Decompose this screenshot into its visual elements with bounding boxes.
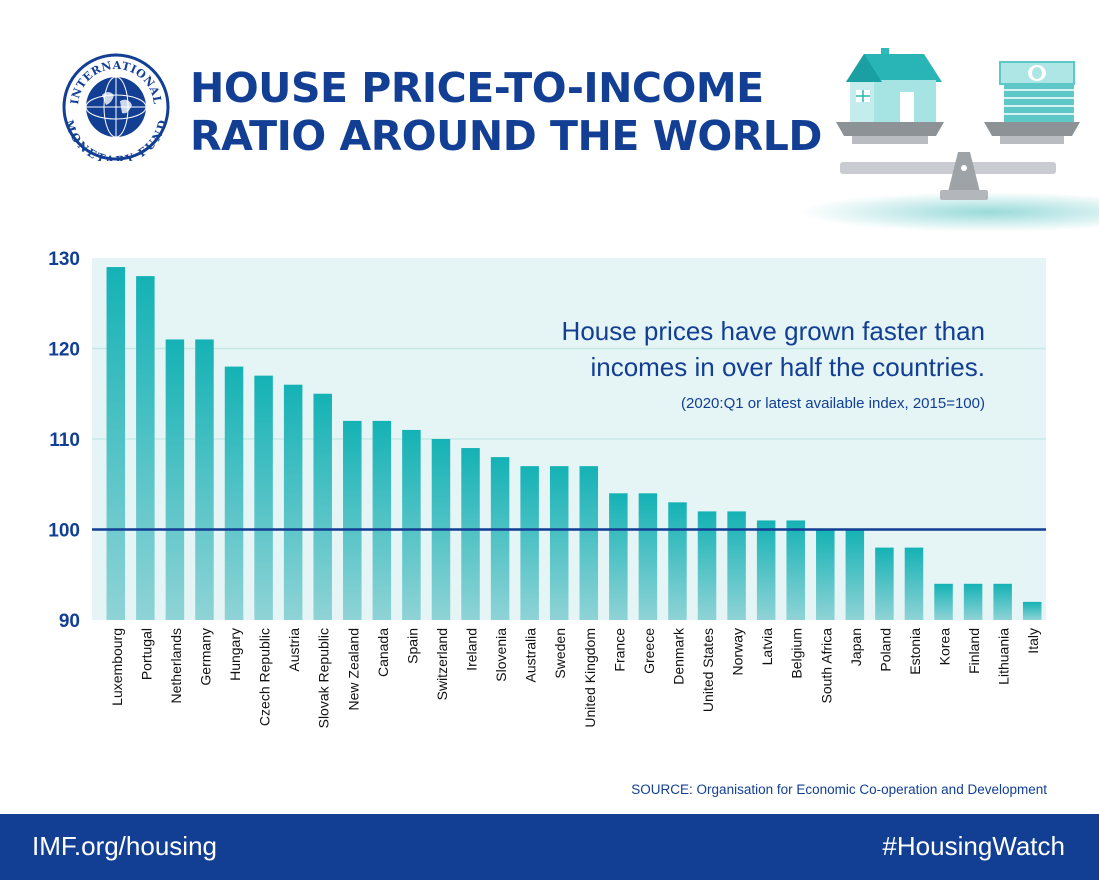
floor-glow: [780, 192, 1099, 232]
house-icon: [846, 48, 942, 122]
x-tick-label: Portugal: [138, 628, 154, 680]
x-tick-label: United Kingdom: [582, 628, 598, 728]
x-tick-label: Japan: [848, 628, 864, 666]
page-title: HOUSE PRICE-TO-INCOME RATIO AROUND THE W…: [190, 64, 822, 160]
x-tick-label: Estonia: [907, 628, 923, 675]
gridlines: [92, 347, 1046, 440]
bar-australia: [520, 466, 539, 620]
bar-italy: [1022, 601, 1042, 620]
y-tick-label: 130: [48, 249, 80, 270]
title-line-1: HOUSE PRICE-TO-INCOME: [190, 64, 764, 112]
x-tick-label: Norway: [730, 628, 746, 675]
x-tick-label: New Zealand: [345, 628, 361, 711]
y-tick-label: 110: [49, 430, 80, 451]
scale-pivot: [961, 165, 967, 171]
imf-logo: INTERNATIONAL MONETARY FUND: [62, 53, 170, 167]
x-tick-label: Sweden: [552, 628, 568, 679]
x-tick-label: Hungary: [227, 628, 243, 681]
footer-bar: IMF.org/housing #HousingWatch: [0, 814, 1099, 880]
house-vs-money-scale-illustration: [780, 40, 1099, 240]
bar-sweden: [549, 466, 569, 620]
y-tick-label: 120: [48, 340, 80, 361]
bar-spain: [402, 429, 421, 620]
bar-lithuania: [993, 583, 1012, 620]
footer-hashtag[interactable]: #HousingWatch: [882, 831, 1065, 861]
price-to-income-bar-chart: 90 100 110 120 130 Luxembourg Portugal Netherl…: [48, 249, 1046, 728]
title-line-2: RATIO AROUND THE WORLD: [190, 112, 822, 160]
scale-beam: [840, 162, 1056, 174]
x-tick-label: Switzerland: [434, 628, 450, 700]
x-tick-label: Latvia: [759, 628, 775, 666]
x-tick-label: Canada: [375, 628, 391, 677]
bar-finland: [963, 583, 983, 620]
x-tick-label: Austria: [286, 628, 302, 672]
bar-greece: [638, 493, 658, 620]
y-tick-label: 100: [48, 521, 80, 542]
bar-united-states: [697, 511, 717, 620]
x-tick-label: Czech Republic: [257, 628, 273, 726]
bar-japan: [845, 529, 865, 620]
bar-hungary: [224, 366, 244, 620]
right-pan: [984, 122, 1080, 136]
bar-poland: [875, 547, 894, 620]
bar-latvia: [756, 520, 776, 620]
bar-estonia: [904, 547, 924, 620]
annotation-line-1: House prices have grown faster than: [562, 316, 985, 346]
bar-austria: [283, 384, 303, 620]
x-tick-label: South Africa: [818, 628, 834, 704]
bar-norway: [727, 511, 746, 620]
bar-germany: [195, 339, 214, 620]
y-axis-tick-labels: 90 100 110 120 130: [48, 249, 80, 632]
x-tick-label: Germany: [197, 628, 213, 686]
bar-south-africa: [816, 529, 835, 620]
bar-czech-republic: [254, 375, 273, 620]
x-tick-label: Italy: [1025, 628, 1041, 654]
annotation-line-2: incomes in over half the countries.: [590, 352, 985, 382]
x-tick-label: France: [611, 628, 627, 672]
bar-netherlands: [165, 339, 185, 620]
x-tick-label: Slovenia: [493, 628, 509, 682]
bar-ireland: [461, 448, 480, 620]
x-tick-label: Luxembourg: [109, 628, 125, 706]
bar-denmark: [668, 502, 687, 620]
x-tick-label: Lithuania: [996, 628, 1012, 685]
bar-france: [609, 493, 628, 620]
bar-slovenia: [490, 457, 510, 620]
bar-slovak-republic: [313, 393, 332, 620]
x-tick-label: Spain: [404, 628, 420, 664]
bar-belgium: [786, 520, 805, 620]
annotation-note: (2020:Q1 or latest available index, 2015…: [681, 395, 985, 412]
footer-link[interactable]: IMF.org/housing: [32, 831, 217, 861]
y-tick-label: 90: [59, 611, 80, 632]
scale-base: [940, 190, 988, 200]
x-tick-label: Ireland: [464, 628, 480, 671]
bar-luxembourg: [106, 267, 126, 620]
x-tick-label: Poland: [877, 628, 893, 672]
scale-stand: [948, 152, 980, 192]
bar-canada: [372, 420, 392, 620]
x-tick-label: Australia: [523, 628, 539, 683]
x-axis-tick-labels: Luxembourg Portugal Netherlands Germany Hung…: [109, 627, 1041, 728]
left-pan: [836, 122, 944, 136]
x-tick-label: Netherlands: [168, 628, 184, 704]
source-note: SOURCE: Organisation for Economic Co-ope…: [631, 782, 1047, 797]
bar-new-zealand: [343, 420, 362, 620]
chart-annotation: House prices have grown faster than inco…: [562, 316, 985, 412]
x-tick-label: Slovak Republic: [316, 628, 332, 728]
x-tick-label: Greece: [641, 628, 657, 674]
bar-portugal: [136, 276, 155, 620]
money-stack-icon: [999, 61, 1075, 122]
bars: [106, 267, 1042, 620]
x-tick-label: Korea: [937, 628, 953, 666]
bar-korea: [934, 583, 953, 620]
x-tick-label: Belgium: [789, 628, 805, 679]
bar-united-kingdom: [579, 466, 599, 620]
x-tick-label: Finland: [966, 628, 982, 674]
x-tick-label: Denmark: [670, 627, 686, 685]
x-tick-label: United States: [700, 628, 716, 712]
